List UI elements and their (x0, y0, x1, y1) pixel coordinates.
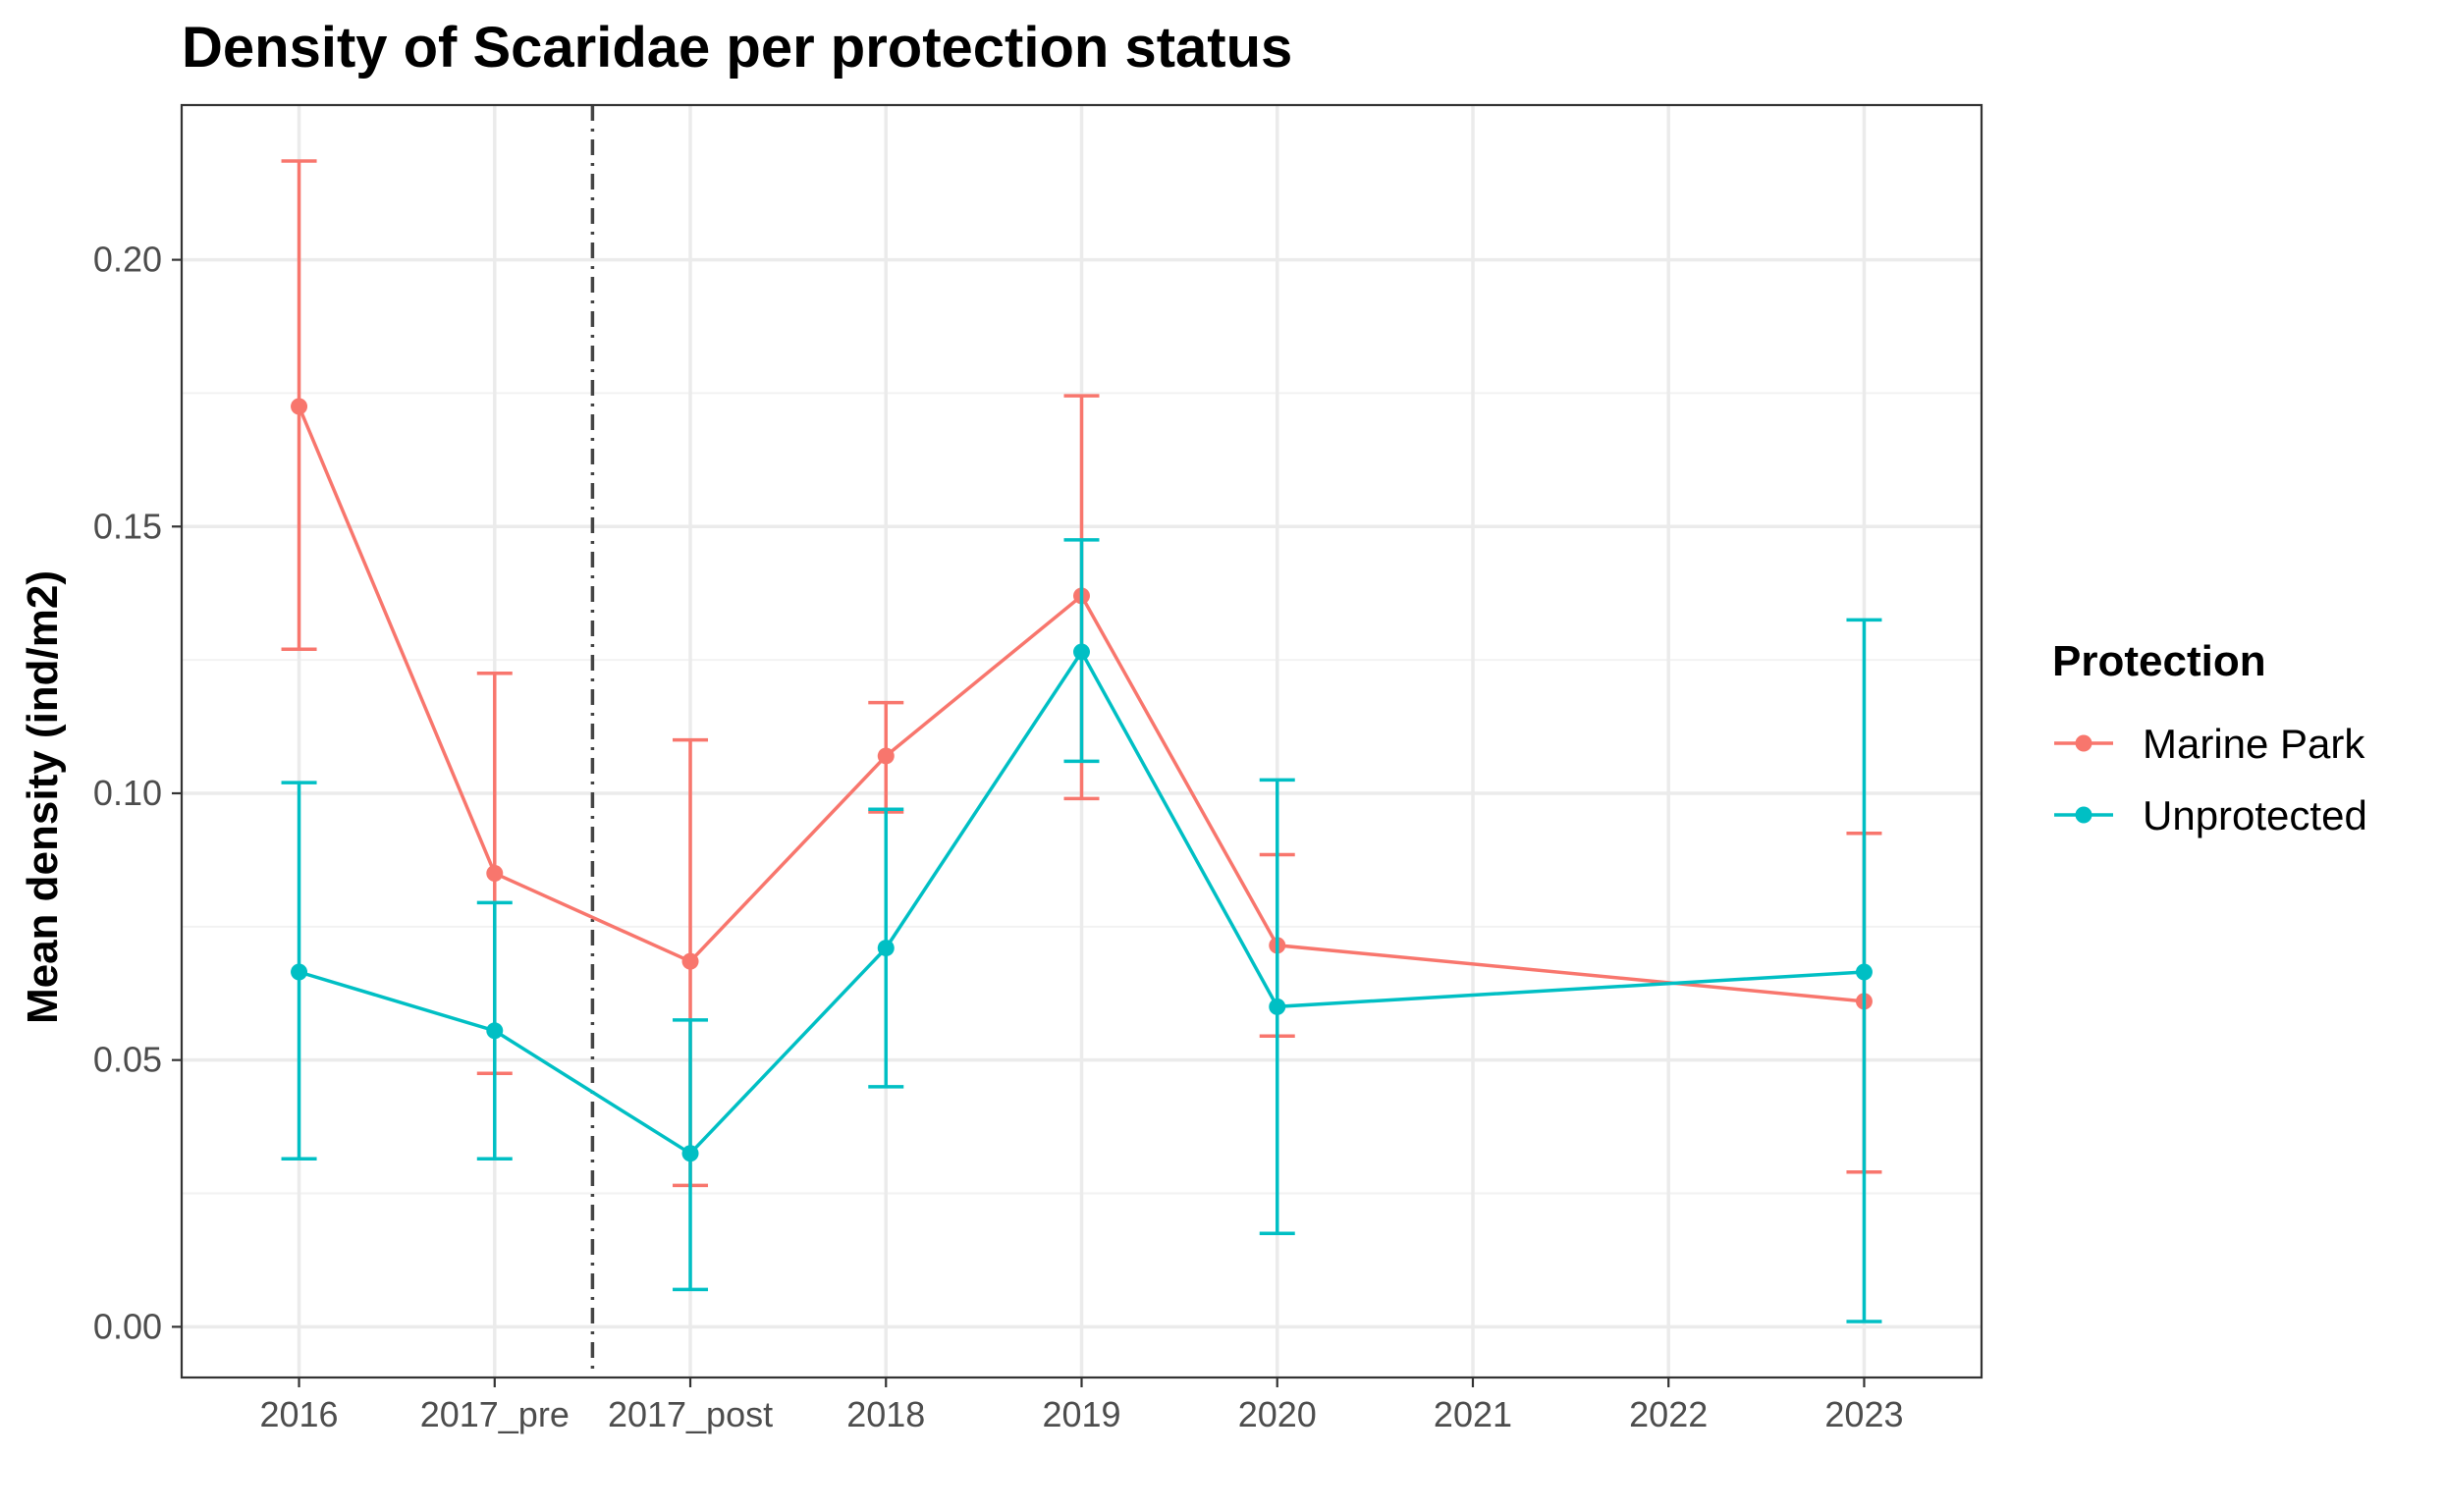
chart-title: Density of Scaridae per protection statu… (182, 16, 1292, 80)
y-tick-label: 0.00 (93, 1306, 162, 1346)
legend-label: Unprotected (2143, 792, 2367, 838)
legend-title: Protection (2052, 637, 2266, 685)
x-tick-label: 2023 (1824, 1394, 1903, 1434)
y-tick-label: 0.15 (93, 506, 162, 546)
data-point (681, 952, 699, 970)
data-point (681, 1145, 699, 1162)
x-tick-label: 2017_post (608, 1394, 773, 1434)
legend: Protection Marine Park Unprotected (2052, 637, 2367, 838)
y-tick-label: 0.05 (93, 1040, 162, 1080)
data-point (1855, 963, 1873, 981)
legend-label: Marine Park (2143, 721, 2365, 767)
data-point (1269, 998, 1286, 1015)
y-tick-label: 0.10 (93, 773, 162, 813)
x-tick-label: 2018 (846, 1394, 925, 1434)
x-tick-label: 2021 (1434, 1394, 1512, 1434)
plot-area: 0.00 0.05 0.10 0.15 0.20 2016 2017_pre 2017_pos… (93, 103, 1983, 1434)
legend-key-point (2075, 806, 2092, 824)
data-point (1073, 643, 1090, 661)
x-tick-label: 2017_pre (420, 1394, 570, 1434)
x-tick-label: 2016 (259, 1394, 338, 1434)
data-point (486, 864, 504, 882)
legend-item-unprotected: Unprotected (2054, 792, 2367, 838)
legend-item-marine-park: Marine Park (2054, 721, 2365, 767)
y-axis-title: Mean density (ind/m2) (19, 570, 67, 1024)
x-tick-label: 2022 (1629, 1394, 1708, 1434)
x-tick-label: 2019 (1042, 1394, 1120, 1434)
y-tick-label: 0.20 (93, 240, 162, 280)
legend-key-point (2075, 734, 2092, 752)
data-point (877, 940, 895, 957)
data-point (877, 747, 895, 765)
data-point (291, 398, 308, 415)
series-unprotected (281, 538, 1882, 1323)
x-tick-label: 2020 (1238, 1394, 1317, 1434)
data-point (486, 1022, 504, 1040)
data-point (291, 963, 308, 981)
